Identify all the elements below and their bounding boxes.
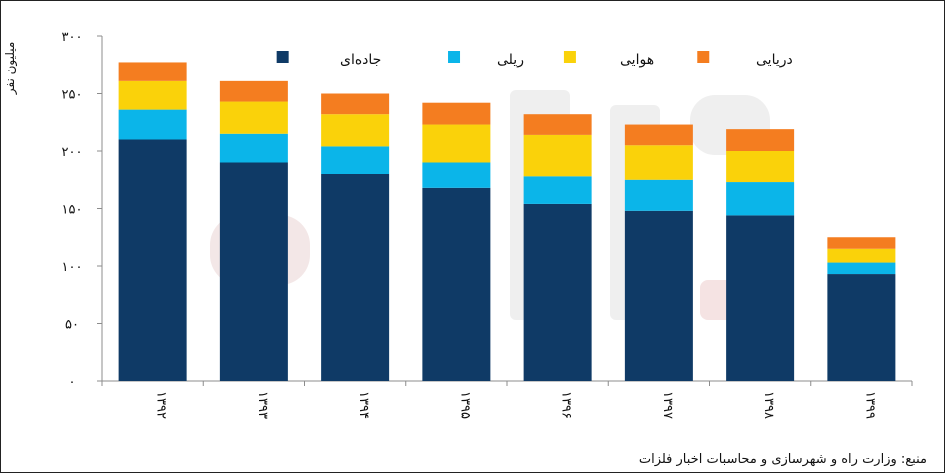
bar-segment <box>523 203 592 381</box>
x-tick-label: ۱۳۹۸ <box>761 391 776 419</box>
y-tick-label: ۲۰۰ <box>62 145 83 160</box>
bar-segment <box>827 248 896 263</box>
bar-segment <box>219 133 288 163</box>
bar-segment <box>321 146 390 174</box>
bar-segment <box>118 80 187 110</box>
x-tick-label: ۱۳۹۷ <box>660 391 675 419</box>
source-note: منبع: وزارت راه و شهرسازی و محاسبات اخبا… <box>638 452 927 467</box>
bar-segment <box>726 151 795 183</box>
y-axis-title: میلیون نفر <box>3 42 18 96</box>
y-tick-label: ۲۵۰ <box>62 88 83 103</box>
bar-segment <box>827 262 896 275</box>
legend-label: هوایی <box>620 52 654 68</box>
bar-segment <box>624 210 693 381</box>
legend-swatch <box>697 51 710 63</box>
x-tick-label: ۱۳۹۹ <box>862 391 877 419</box>
bar-segment <box>118 139 187 381</box>
bar-segment <box>219 101 288 134</box>
bar-segment <box>726 182 795 216</box>
bar-segment <box>523 176 592 204</box>
legend-item: ریلی <box>448 51 524 68</box>
legend-swatch <box>448 51 461 63</box>
legend-swatch <box>563 51 576 63</box>
bar-segment <box>118 109 187 140</box>
bar-segment <box>726 215 795 381</box>
bar-segment <box>321 174 390 381</box>
legend-label: جاده‌ای <box>340 52 381 68</box>
x-tick-label: ۱۳۹۵ <box>457 391 472 419</box>
x-tick-label: ۱۳۹۳ <box>255 391 270 419</box>
bar-segment <box>219 162 288 381</box>
bar-segment <box>321 114 390 147</box>
bar-segment <box>726 129 795 151</box>
bar-segment <box>624 179 693 211</box>
bar-segment <box>422 124 491 163</box>
legend-swatch <box>276 51 289 63</box>
bar-segment <box>422 162 491 188</box>
bar-segment <box>219 80 288 102</box>
x-tick-label: ۱۳۹۲ <box>154 391 169 419</box>
x-tick-label: ۱۳۹۶ <box>559 391 574 419</box>
y-tick-label: ۰ <box>69 375 76 390</box>
y-tick-label: ۱۰۰ <box>62 260 83 275</box>
bar-segment <box>827 274 896 381</box>
legend-item: جاده‌ای <box>276 51 381 68</box>
y-tick-label: ۵۰ <box>65 318 79 333</box>
watermark-logo <box>210 90 790 320</box>
bar-segment <box>321 93 390 115</box>
bar-segment <box>118 62 187 81</box>
legend-item: دریایی <box>697 51 793 68</box>
legend-item: هوایی <box>563 51 654 68</box>
bar-segment <box>624 145 693 180</box>
bar-segment <box>422 102 491 125</box>
y-tick-label: ۱۵۰ <box>62 203 83 218</box>
bar-segment <box>523 114 592 135</box>
legend-label: ریلی <box>497 52 524 68</box>
legend-label: دریایی <box>756 52 793 68</box>
y-tick-label: ۳۰۰ <box>62 30 83 45</box>
bar-segment <box>422 187 491 381</box>
x-tick-label: ۱۳۹۴ <box>356 391 371 419</box>
bar-segment <box>827 237 896 249</box>
bar-segment <box>523 134 592 177</box>
bar-segment <box>624 124 693 146</box>
